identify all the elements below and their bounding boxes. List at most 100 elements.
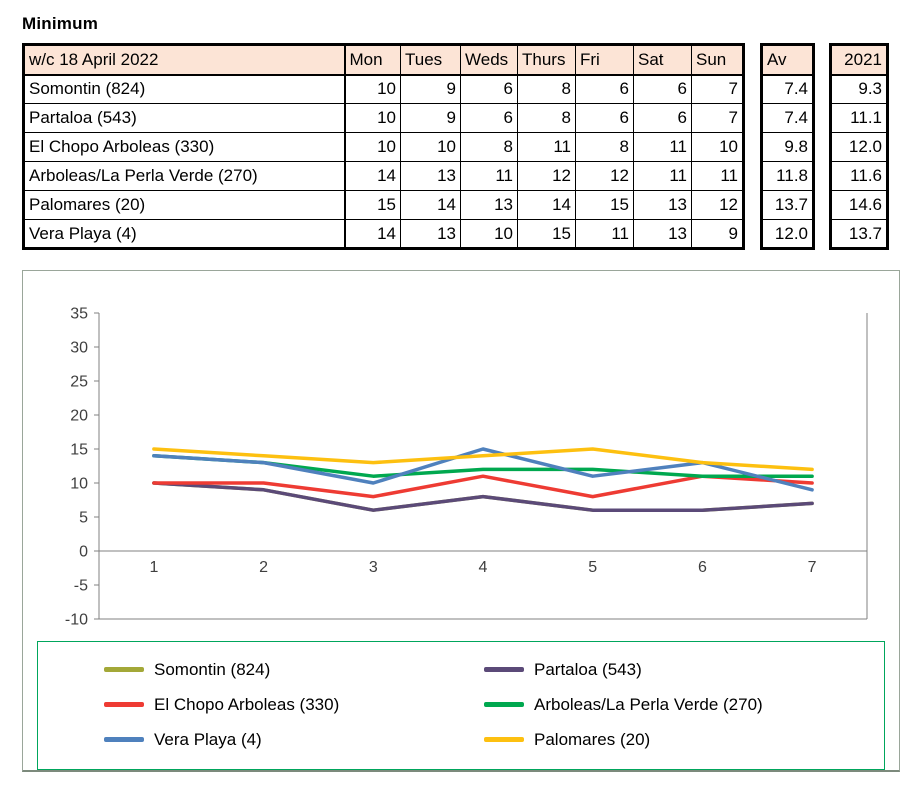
y-axis-label: 20 <box>70 408 88 425</box>
table-row: 12.0 <box>830 132 888 162</box>
average-cell[interactable]: 7.4 <box>761 74 814 104</box>
value-cell[interactable]: 13 <box>460 190 518 220</box>
value-cell[interactable]: 8 <box>517 103 576 133</box>
value-cell[interactable]: 11 <box>633 132 692 162</box>
value-cell[interactable]: 10 <box>344 132 401 162</box>
value-cell[interactable]: 15 <box>575 190 634 220</box>
value-cell[interactable]: 10 <box>460 219 518 249</box>
legend-label: Palomares (20) <box>534 729 651 749</box>
y-axis-label: 0 <box>79 544 88 561</box>
value-cell[interactable]: 12 <box>517 161 576 191</box>
prev-year-cell[interactable]: 13.7 <box>830 219 888 249</box>
value-cell[interactable]: 14 <box>344 161 401 191</box>
prev-year-cell[interactable]: 11.1 <box>830 103 888 133</box>
value-cell[interactable]: 6 <box>460 74 518 104</box>
row-label-somontin-824[interactable]: Somontin (824) <box>23 74 346 104</box>
column-header-mon[interactable]: Mon <box>344 44 401 76</box>
value-cell[interactable]: 7 <box>691 74 744 104</box>
prev-year-cell[interactable]: 11.6 <box>830 161 888 191</box>
value-cell[interactable]: 6 <box>575 103 634 133</box>
column-header-thurs[interactable]: Thurs <box>517 44 576 76</box>
value-cell[interactable]: 14 <box>344 219 401 249</box>
value-cell[interactable]: 9 <box>691 219 744 249</box>
legend-label: Partaloa (543) <box>534 659 642 679</box>
prev-year-table-head: 2021 <box>830 44 888 76</box>
value-cell[interactable]: 12 <box>691 190 744 220</box>
value-cell[interactable]: 14 <box>400 190 461 220</box>
prev-year-cell[interactable]: 9.3 <box>830 74 888 104</box>
value-cell[interactable]: 8 <box>517 74 576 104</box>
value-cell[interactable]: 14 <box>517 190 576 220</box>
value-cell[interactable]: 6 <box>460 103 518 133</box>
legend-item-somontin-824: Somontin (824) <box>104 652 484 687</box>
value-cell[interactable]: 10 <box>400 132 461 162</box>
value-cell[interactable]: 8 <box>460 132 518 162</box>
value-cell[interactable]: 12 <box>575 161 634 191</box>
average-cell[interactable]: 13.7 <box>761 190 814 220</box>
table-row: 12.0 <box>761 219 814 249</box>
table-row: 14.6 <box>830 190 888 220</box>
legend-swatch-somontin-824 <box>104 667 144 672</box>
value-cell[interactable]: 13 <box>633 219 692 249</box>
value-cell[interactable]: 8 <box>575 132 634 162</box>
value-cell[interactable]: 6 <box>575 74 634 104</box>
value-cell[interactable]: 11 <box>460 161 518 191</box>
table-row: Vera Playa (4) 14 13 10 15 11 13 9 <box>23 219 744 249</box>
legend-label: Somontin (824) <box>154 659 271 679</box>
column-header-weds[interactable]: Weds <box>460 44 518 76</box>
value-cell[interactable]: 11 <box>575 219 634 249</box>
x-axis-label: 5 <box>588 559 597 576</box>
prev-year-cell[interactable]: 14.6 <box>830 190 888 220</box>
prev-year-cell[interactable]: 12.0 <box>830 132 888 162</box>
row-label-vera-playa-4[interactable]: Vera Playa (4) <box>23 219 346 249</box>
series-line-partaloa-543 <box>152 481 814 512</box>
week-label-cell[interactable]: w/c 18 April 2022 <box>23 44 346 76</box>
average-cell[interactable]: 12.0 <box>761 219 814 249</box>
value-cell[interactable]: 11 <box>633 161 692 191</box>
row-label-arboleas-la-perla-verde-270[interactable]: Arboleas/La Perla Verde (270) <box>23 161 346 191</box>
average-header-cell[interactable]: Av <box>761 44 814 76</box>
value-cell[interactable]: 10 <box>691 132 744 162</box>
row-label-partaloa-543[interactable]: Partaloa (543) <box>23 103 346 133</box>
value-cell[interactable]: 6 <box>633 103 692 133</box>
row-label-el-chopo-arboleas-330[interactable]: El Chopo Arboleas (330) <box>23 132 346 162</box>
column-header-fri[interactable]: Fri <box>575 44 634 76</box>
legend-item-vera-playa-4: Vera Playa (4) <box>104 722 484 757</box>
value-cell[interactable]: 13 <box>400 219 461 249</box>
value-cell[interactable]: 9 <box>400 103 461 133</box>
column-header-sun[interactable]: Sun <box>691 44 744 76</box>
average-cell[interactable]: 7.4 <box>761 103 814 133</box>
value-cell[interactable]: 11 <box>517 132 576 162</box>
y-axis-label: 30 <box>70 340 88 357</box>
prev-year-header-cell[interactable]: 2021 <box>830 44 888 76</box>
value-cell[interactable]: 15 <box>344 190 401 220</box>
x-axis-label: 6 <box>698 559 707 576</box>
series-line-el-chopo-arboleas-330 <box>152 474 814 499</box>
column-header-sat[interactable]: Sat <box>633 44 692 76</box>
value-cell[interactable]: 10 <box>344 103 401 133</box>
y-axis-label: 35 <box>70 306 88 323</box>
average-table-body: 7.4 7.4 9.8 11.8 13.7 12.0 <box>761 74 814 249</box>
y-axis-label: 10 <box>70 476 88 493</box>
chart-legend: Somontin (824) Partaloa (543) El Chopo Arb… <box>37 641 885 770</box>
worksheet: Minimum w/c 18 April 2022 Mon Tues Weds Thur… <box>22 14 900 772</box>
value-cell[interactable]: 7 <box>691 103 744 133</box>
legend-swatch-vera-playa-4 <box>104 737 144 742</box>
y-axis-label: 25 <box>70 374 88 391</box>
x-axis-label: 4 <box>479 559 488 576</box>
value-cell[interactable]: 13 <box>400 161 461 191</box>
x-axis-label: 7 <box>808 559 817 576</box>
row-label-palomares-20[interactable]: Palomares (20) <box>23 190 346 220</box>
value-cell[interactable]: 9 <box>400 74 461 104</box>
average-cell[interactable]: 11.8 <box>761 161 814 191</box>
table-row: 7.4 <box>761 74 814 104</box>
column-header-tues[interactable]: Tues <box>400 44 461 76</box>
value-cell[interactable]: 15 <box>517 219 576 249</box>
value-cell[interactable]: 10 <box>344 74 401 104</box>
average-cell[interactable]: 9.8 <box>761 132 814 162</box>
table-row: 9.8 <box>761 132 814 162</box>
value-cell[interactable]: 11 <box>691 161 744 191</box>
weekly-table-body: Somontin (824) 10 9 6 8 6 6 7 Partaloa (543) 10 9 6… <box>23 74 744 249</box>
value-cell[interactable]: 13 <box>633 190 692 220</box>
value-cell[interactable]: 6 <box>633 74 692 104</box>
